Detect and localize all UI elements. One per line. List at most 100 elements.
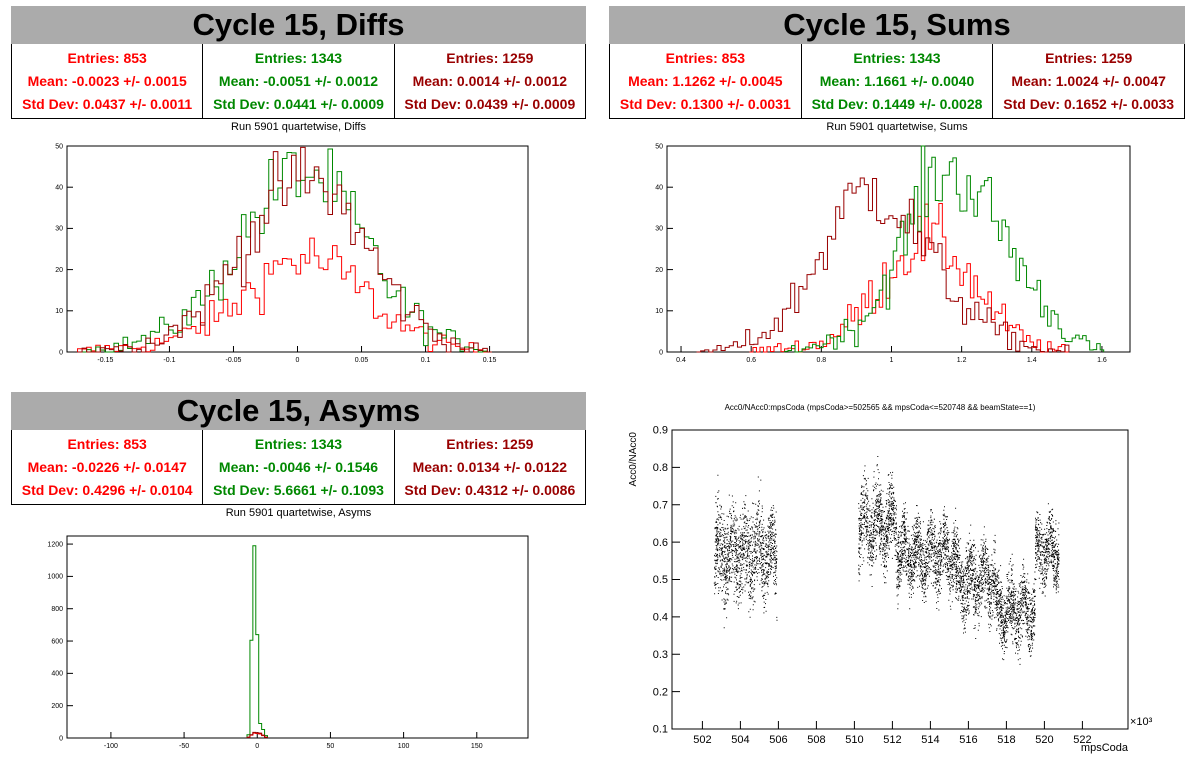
stat-box-darkred: Entries: 1259 Mean: 0.0134 +/- 0.0122 St… (393, 430, 586, 504)
sums-subtitle: Run 5901 quartetwise, Sums (826, 121, 968, 133)
x-tick-label: 50 (327, 743, 335, 750)
stat-box-green: Entries: 1343 Mean: -0.0051 +/- 0.0012 S… (202, 44, 393, 118)
x-tick-label: 100 (398, 743, 410, 750)
x-axis-label: mpsCoda (1081, 742, 1129, 754)
y-tick-label: 0.6 (653, 537, 668, 549)
stat-box-green: Entries: 1343 Mean: -0.0046 +/- 0.1546 S… (202, 430, 393, 504)
mean-label: Mean: -0.0226 +/- 0.0147 (27, 458, 187, 475)
mean-label: Mean: 1.1262 +/- 0.0045 (628, 72, 783, 89)
std-label: Std Dev: 0.1300 +/- 0.0031 (619, 96, 791, 113)
histogram-series-1 (246, 545, 268, 738)
x-tick-label: 512 (883, 734, 901, 746)
stat-box-darkred: Entries: 1259 Mean: 1.0024 +/- 0.0047 St… (992, 44, 1186, 118)
y-tick-label: 10 (655, 308, 663, 315)
x-tick-label: 520 (1035, 734, 1053, 746)
x-tick-label: -0.15 (97, 357, 113, 364)
y-tick-label: 30 (55, 226, 63, 233)
entries-label: Entries: 1259 (446, 49, 534, 66)
asyms-title: Cycle 15, Asyms (11, 392, 586, 430)
y-tick-label: 20 (55, 267, 63, 274)
scatter-points-segment-0 (713, 474, 778, 629)
plot-frame (671, 429, 1129, 730)
scatter-points-segment-2 (896, 502, 957, 611)
x-tick-label: 0 (255, 743, 259, 750)
asyms-subtitle: Run 5901 quartetwise, Asyms (225, 507, 372, 519)
std-label: Std Dev: 0.0439 +/- 0.0009 (404, 96, 576, 113)
x-axis-exponent: ×10³ (1130, 716, 1153, 728)
entries-label: Entries: 1259 (1045, 49, 1133, 66)
entries-label: Entries: 1343 (853, 49, 941, 66)
x-tick-label: -0.1 (163, 357, 175, 364)
std-label: Std Dev: 0.0437 +/- 0.0011 (22, 96, 193, 113)
x-tick-label: 516 (959, 734, 977, 746)
y-tick-label: 0.9 (653, 425, 668, 437)
scatter-points-segment-4 (995, 553, 1036, 665)
x-tick-label: 518 (997, 734, 1015, 746)
histogram-series-2 (696, 177, 1070, 353)
y-tick-label: 0.7 (653, 499, 668, 511)
std-label: Std Dev: 0.4296 +/- 0.0104 (21, 482, 193, 499)
x-tick-label: 0.4 (676, 357, 686, 364)
y-tick-label: 0.3 (653, 649, 668, 661)
stat-box-red: Entries: 853 Mean: -0.0023 +/- 0.0015 St… (11, 44, 202, 118)
x-tick-label: 502 (693, 734, 711, 746)
entries-label: Entries: 1343 (254, 435, 343, 452)
histogram-series-2 (77, 146, 492, 353)
y-tick-label: 0.1 (653, 724, 668, 736)
y-tick-label: 400 (51, 671, 63, 678)
x-tick-label: 1.6 (1097, 357, 1107, 364)
x-tick-label: 504 (731, 734, 749, 746)
x-tick-label: 522 (1073, 734, 1091, 746)
mean-label: Mean: -0.0046 +/- 0.1546 (218, 458, 379, 475)
x-tick-label: 508 (807, 734, 825, 746)
y-tick-label: 800 (51, 606, 63, 613)
plot-frame (66, 145, 529, 353)
scatter-points-segment-5 (1034, 503, 1060, 597)
mean-label: Mean: -0.0051 +/- 0.0012 (218, 72, 379, 89)
std-label: Std Dev: 0.1449 +/- 0.0028 (811, 96, 983, 113)
histogram-series-0 (246, 732, 268, 738)
mean-label: Mean: 0.0014 +/- 0.0012 (412, 72, 568, 89)
y-tick-label: 0 (659, 349, 663, 356)
stat-box-green: Entries: 1343 Mean: 1.1661 +/- 0.0040 St… (800, 44, 993, 118)
entries-label: Entries: 853 (67, 435, 147, 452)
y-tick-label: 0 (59, 349, 63, 356)
y-tick-label: 0.5 (653, 574, 668, 586)
histogram-series-0 (749, 202, 1069, 353)
y-tick-label: 40 (655, 185, 663, 192)
mean-label: Mean: 1.0024 +/- 0.0047 (1011, 72, 1166, 89)
y-tick-label: 600 (51, 638, 63, 645)
x-tick-label: -100 (104, 743, 118, 750)
x-tick-label: 1 (890, 357, 894, 364)
y-tick-label: 0.4 (653, 612, 668, 624)
x-tick-label: 1.4 (1027, 357, 1037, 364)
x-tick-label: 1.2 (957, 357, 967, 364)
entries-label: Entries: 853 (67, 49, 147, 66)
mean-label: Mean: 1.1661 +/- 0.0040 (819, 72, 975, 89)
sums-stats: Entries: 853 Mean: 1.1262 +/- 0.0045 Std… (609, 44, 1186, 119)
x-tick-label: 0 (296, 357, 300, 364)
x-tick-label: 514 (921, 734, 939, 746)
plot-frame (666, 145, 1131, 353)
y-tick-label: 10 (55, 308, 63, 315)
histogram-series-0 (77, 237, 492, 353)
x-tick-label: 0.1 (421, 357, 431, 364)
diffs-stats: Entries: 853 Mean: -0.0023 +/- 0.0015 St… (11, 44, 586, 119)
stat-box-red: Entries: 853 Mean: 1.1262 +/- 0.0045 Std… (609, 44, 801, 118)
stat-box-darkred: Entries: 1259 Mean: 0.0014 +/- 0.0012 St… (393, 44, 586, 118)
diffs-subtitle: Run 5901 quartetwise, Diffs (231, 121, 366, 133)
asyms-stats: Entries: 853 Mean: -0.0226 +/- 0.0147 St… (11, 430, 586, 505)
mean-label: Mean: -0.0023 +/- 0.0015 (27, 72, 187, 89)
mean-label: Mean: 0.0134 +/- 0.0122 (412, 458, 568, 475)
histogram-series-2 (246, 731, 268, 738)
std-label: Std Dev: 0.0441 +/- 0.0009 (213, 96, 384, 113)
scatter-points-segment-3 (955, 524, 996, 639)
y-tick-label: 0.2 (653, 686, 668, 698)
y-tick-label: 200 (51, 703, 63, 710)
y-tick-label: 40 (55, 185, 63, 192)
histogram-series-1 (77, 148, 492, 353)
sums-title: Cycle 15, Sums (609, 6, 1185, 44)
y-tick-label: 1000 (47, 574, 63, 581)
std-label: Std Dev: 0.4312 +/- 0.0086 (404, 482, 576, 499)
entries-label: Entries: 853 (665, 49, 746, 66)
